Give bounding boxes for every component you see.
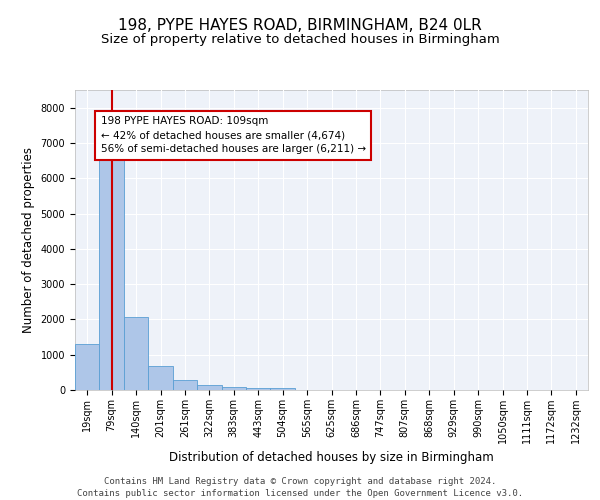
Bar <box>148 366 173 390</box>
Bar <box>246 388 271 390</box>
Bar <box>173 380 197 390</box>
Bar <box>271 388 295 390</box>
Bar <box>75 344 100 390</box>
X-axis label: Distribution of detached houses by size in Birmingham: Distribution of detached houses by size … <box>169 452 494 464</box>
Bar <box>100 159 124 390</box>
Bar <box>124 316 148 390</box>
Text: Contains HM Land Registry data © Crown copyright and database right 2024.
Contai: Contains HM Land Registry data © Crown c… <box>77 476 523 498</box>
Text: 198, PYPE HAYES ROAD, BIRMINGHAM, B24 0LR: 198, PYPE HAYES ROAD, BIRMINGHAM, B24 0L… <box>118 18 482 32</box>
Bar <box>221 386 246 390</box>
Text: Size of property relative to detached houses in Birmingham: Size of property relative to detached ho… <box>101 32 499 46</box>
Y-axis label: Number of detached properties: Number of detached properties <box>22 147 35 333</box>
Bar <box>197 385 221 390</box>
Text: 198 PYPE HAYES ROAD: 109sqm
← 42% of detached houses are smaller (4,674)
56% of : 198 PYPE HAYES ROAD: 109sqm ← 42% of det… <box>101 116 366 154</box>
